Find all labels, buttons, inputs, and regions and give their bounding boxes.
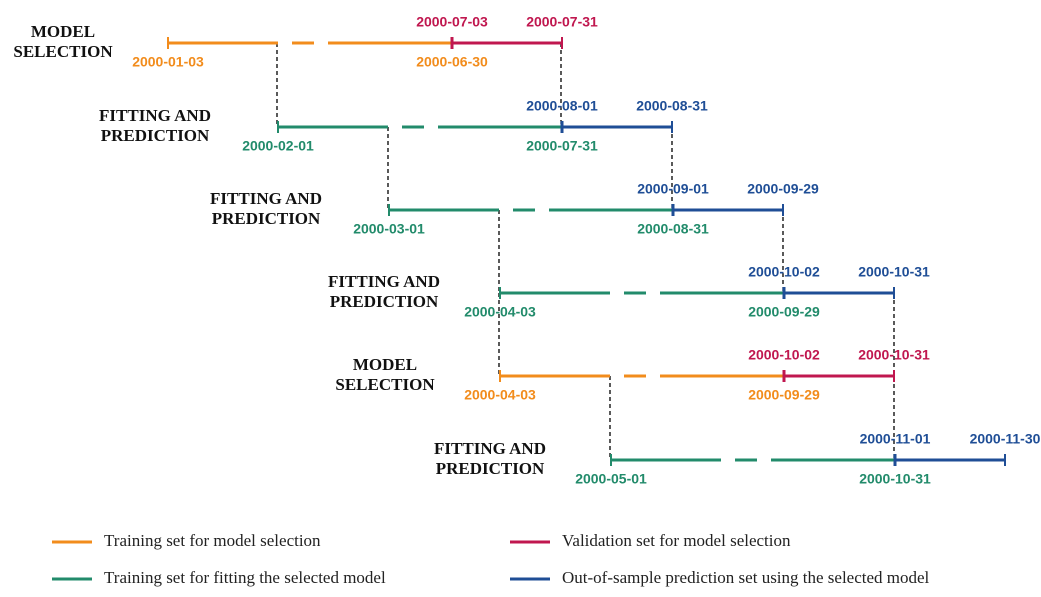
date-label: 2000-10-02 (748, 264, 820, 280)
date-label: 2000-03-01 (353, 221, 425, 237)
date-label: 2000-11-01 (860, 431, 931, 447)
date-label: 2000-04-03 (464, 304, 536, 320)
legend-label: Out-of-sample prediction set using the s… (562, 568, 930, 587)
row-label: PREDICTION (101, 126, 210, 145)
date-label: 2000-10-31 (858, 347, 930, 363)
date-label: 2000-09-29 (748, 387, 820, 403)
date-label: 2000-10-31 (858, 264, 930, 280)
row-label: MODEL (353, 355, 417, 374)
date-label: 2000-04-03 (464, 387, 536, 403)
row-label: PREDICTION (212, 209, 321, 228)
date-label: 2000-08-31 (637, 221, 709, 237)
row-label: FITTING AND (99, 106, 211, 125)
row-label: SELECTION (335, 375, 435, 394)
date-label: 2000-07-03 (416, 14, 488, 30)
legend-label: Training set for fitting the selected mo… (104, 568, 386, 587)
date-label: 2000-10-02 (748, 347, 820, 363)
date-label: 2000-10-31 (859, 471, 931, 487)
row-label: FITTING AND (328, 272, 440, 291)
date-label: 2000-08-01 (526, 98, 598, 114)
legend-label: Training set for model selection (104, 531, 321, 550)
row-label: FITTING AND (210, 189, 322, 208)
row-label: FITTING AND (434, 439, 546, 458)
date-label: 2000-06-30 (416, 54, 488, 70)
date-label: 2000-01-03 (132, 54, 204, 70)
connectors (276, 43, 895, 460)
row-label: MODEL (31, 22, 95, 41)
legend-label: Validation set for model selection (562, 531, 791, 550)
date-label: 2000-08-31 (636, 98, 708, 114)
row-label: PREDICTION (330, 292, 439, 311)
date-label: 2000-09-29 (747, 181, 819, 197)
row-label: PREDICTION (436, 459, 545, 478)
date-label: 2000-11-30 (970, 431, 1041, 447)
date-label: 2000-02-01 (242, 138, 314, 154)
date-label: 2000-05-01 (575, 471, 647, 487)
row-label: SELECTION (13, 42, 113, 61)
date-label: 2000-07-31 (526, 14, 598, 30)
date-label: 2000-09-29 (748, 304, 820, 320)
date-label: 2000-07-31 (526, 138, 598, 154)
date-label: 2000-09-01 (637, 181, 709, 197)
